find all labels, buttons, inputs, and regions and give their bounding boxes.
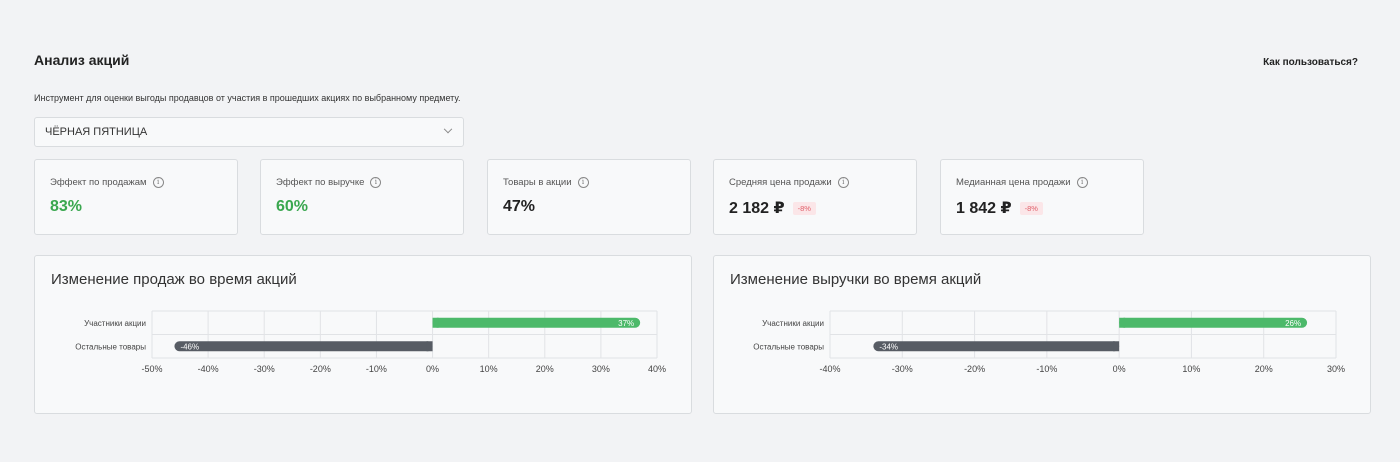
metric-value: 1 842 ₽ <box>956 200 1012 217</box>
promo-select-value: ЧЁРНАЯ ПЯТНИЦА <box>45 126 148 138</box>
metric-card-median-price: Медианная цена продажи i 1 842 ₽ -8% <box>940 159 1144 235</box>
x-tick-label: 10% <box>480 364 498 374</box>
x-tick-label: 40% <box>648 364 666 374</box>
x-tick-label: -20% <box>964 364 985 374</box>
metric-label: Эффект по продажам <box>50 177 147 188</box>
metric-card-items-in-promo: Товары в акции i 47% <box>487 159 691 235</box>
metric-value: 60% <box>276 198 309 215</box>
x-tick-label: 20% <box>536 364 554 374</box>
sales-change-chart: -50% -40% -30% -20% -10% 0% 10% 20% 30% 40% Участн… <box>75 310 666 374</box>
bar-negative <box>873 341 1120 352</box>
x-tick-label: 0% <box>1113 364 1126 374</box>
metric-card-average-price: Средняя цена продажи i 2 182 ₽ -8% <box>713 159 917 235</box>
category-label: Участники акции <box>84 319 146 328</box>
bar-body <box>432 317 641 328</box>
page-title: Анализ акций <box>34 52 130 68</box>
change-badge: -8% <box>792 201 816 215</box>
bar-negative <box>174 341 433 352</box>
info-icon[interactable]: i <box>1076 177 1088 188</box>
info-icon[interactable]: i <box>370 177 382 188</box>
bar-body <box>426 341 433 352</box>
bar-body <box>1119 317 1126 328</box>
category-label: Остальные товары <box>75 342 146 351</box>
bar-positive <box>432 317 641 328</box>
bar-positive <box>1119 317 1308 328</box>
page-subtitle: Инструмент для оценки выгоды продавцов о… <box>34 93 461 103</box>
info-icon[interactable]: i <box>152 177 164 188</box>
chevron-down-icon <box>443 124 453 134</box>
x-tick-label: -30% <box>892 364 913 374</box>
metric-label: Товары в акции <box>503 177 572 188</box>
x-tick-label: 30% <box>1327 364 1345 374</box>
metric-value: 2 182 ₽ <box>729 200 785 217</box>
x-tick-label: 20% <box>1255 364 1273 374</box>
metric-card-revenue-effect: Эффект по выручке i 60% <box>260 159 464 235</box>
category-label: Участники акции <box>762 319 824 328</box>
x-tick-label: 30% <box>592 364 610 374</box>
metric-label: Эффект по выручке <box>276 177 365 188</box>
x-tick-label: 0% <box>426 364 439 374</box>
bar-body <box>432 317 439 328</box>
bar-body <box>873 341 1120 352</box>
sales-change-chart-card: Изменение продаж во время акций -50% -40%… <box>34 255 692 414</box>
x-tick-label: -10% <box>366 364 387 374</box>
chart-title: Изменение продаж во время акций <box>51 271 297 288</box>
revenue-change-chart: -40% -30% -20% -10% 0% 10% 20% 30% Участники акц… <box>753 310 1345 374</box>
promo-select[interactable]: ЧЁРНАЯ ПЯТНИЦА <box>34 117 464 147</box>
chart-title: Изменение выручки во время акций <box>730 271 982 288</box>
info-icon[interactable]: i <box>837 177 849 188</box>
metric-card-sales-effect: Эффект по продажам i 83% <box>34 159 238 235</box>
x-tick-label: -40% <box>819 364 840 374</box>
change-badge: -8% <box>1019 201 1043 215</box>
bar-body <box>174 341 433 352</box>
bar-value-label: 37% <box>618 319 634 328</box>
x-tick-label: -10% <box>1036 364 1057 374</box>
bar-body <box>1119 317 1308 328</box>
category-label: Остальные товары <box>753 342 824 351</box>
bar-body <box>1113 341 1120 352</box>
metric-label: Средняя цена продажи <box>729 177 832 188</box>
x-tick-label: -50% <box>141 364 162 374</box>
help-link[interactable]: Как пользоваться? <box>1263 57 1358 68</box>
metric-label: Медианная цена продажи <box>956 177 1071 188</box>
bar-value-label: 26% <box>1285 319 1301 328</box>
metric-value: 47% <box>503 198 536 215</box>
metric-value: 83% <box>50 198 83 215</box>
bar-value-label: -34% <box>879 342 898 351</box>
info-icon[interactable]: i <box>577 177 589 188</box>
bar-value-label: -46% <box>180 342 199 351</box>
x-tick-label: 10% <box>1182 364 1200 374</box>
x-tick-label: -40% <box>198 364 219 374</box>
x-tick-label: -20% <box>310 364 331 374</box>
x-tick-label: -30% <box>254 364 275 374</box>
revenue-change-chart-card: Изменение выручки во время акций -40% -30… <box>713 255 1371 414</box>
